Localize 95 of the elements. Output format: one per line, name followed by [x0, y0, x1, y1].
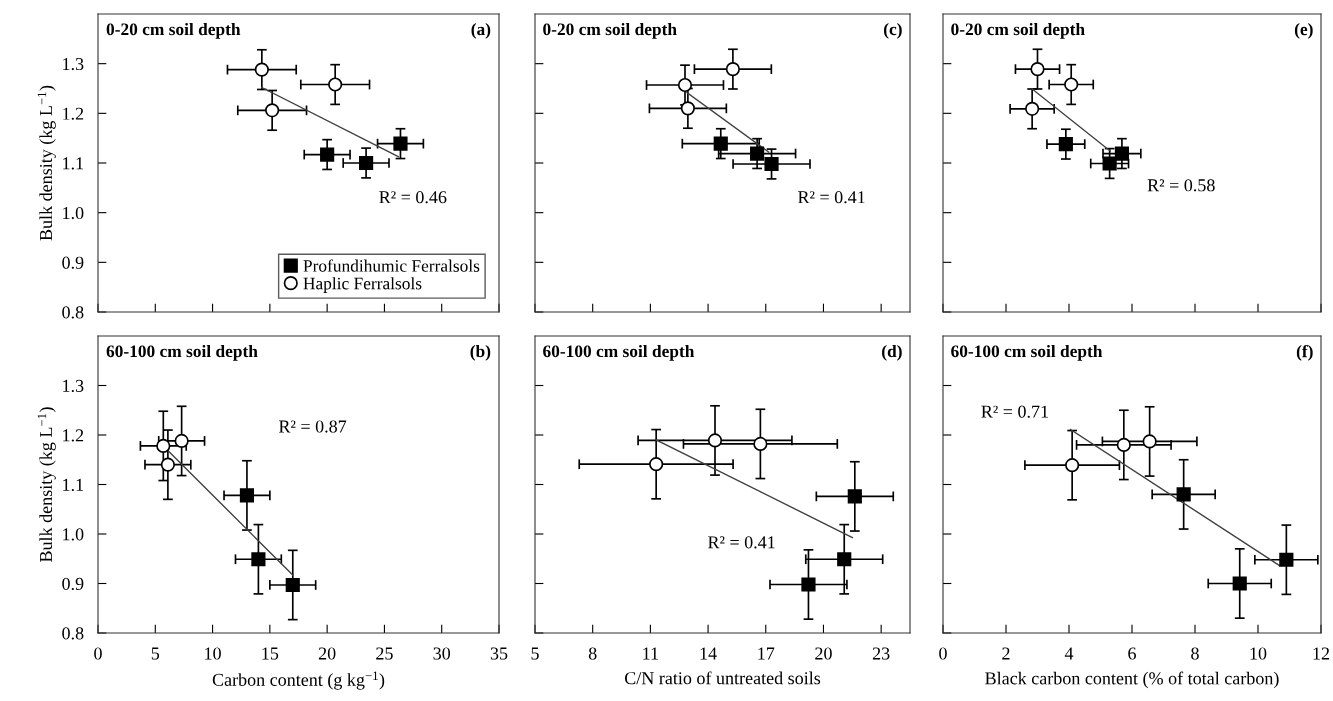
point: [156, 438, 171, 453]
annotation: (f): [1296, 344, 1313, 361]
y-tick-label: 1.2: [63, 107, 84, 120]
annotation: (d): [882, 344, 902, 361]
point: [713, 136, 728, 151]
point: [1065, 458, 1080, 473]
x-tick-label: 35: [490, 647, 508, 660]
x-tick-label: 20: [318, 647, 336, 660]
y-tick-label: 0.9: [62, 577, 84, 591]
point: [1030, 62, 1045, 77]
x-axis-title: Black carbon content (% of total carbon): [985, 671, 1279, 689]
point: [1058, 137, 1073, 152]
point: [251, 552, 266, 567]
x-tick-label: 10: [1250, 647, 1267, 660]
x-tick-label: 23: [872, 647, 890, 660]
x-tick-label: 5: [531, 647, 539, 660]
point: [1114, 146, 1130, 161]
y-axis-title: Bulk density (kg L$^{−1}$): [37, 407, 56, 562]
y-tick-label: 0.9: [62, 256, 84, 269]
point: [801, 577, 816, 592]
point: [265, 103, 280, 118]
point: [725, 62, 740, 77]
chart-title: 0-20 cm soil depth: [106, 22, 241, 39]
point: [1116, 437, 1131, 452]
x-tick-label: 8: [1191, 647, 1199, 660]
x-tick-label: 10: [205, 647, 221, 660]
y-axis-title: Bulk density (kg L$^{−1}$): [37, 85, 56, 241]
annotation: (a): [471, 22, 491, 39]
annotation: R² = 0.41: [798, 191, 865, 204]
point: [753, 436, 768, 451]
y-tick-label: 1.1: [63, 157, 84, 170]
x-tick-label: 15: [262, 647, 279, 660]
point: [1102, 156, 1117, 171]
chart-title: 60-100 cm soil depth: [951, 344, 1103, 361]
x-tick-label: 30: [433, 647, 451, 660]
x-axis-title: Carbon content (g kg$^{−1}$): [212, 671, 385, 690]
x-tick-label: 14: [700, 647, 717, 660]
annotation: R² = 0.71: [981, 405, 1048, 418]
x-tick-label: 20: [815, 647, 832, 660]
legend-label: Haplic Ferralsols: [303, 277, 422, 293]
point: [750, 146, 765, 161]
annotation: (c): [883, 22, 902, 39]
point: [1176, 487, 1191, 502]
point: [320, 147, 335, 162]
point: [680, 101, 695, 116]
x-tick-label: 0: [94, 647, 102, 660]
y-tick-label: 1.2: [63, 429, 84, 442]
x-tick-label: 12: [1313, 647, 1330, 660]
annotation: R² = 0.41: [708, 536, 775, 549]
annotation: R² = 0.58: [1147, 179, 1215, 192]
y-tick-label: 1.1: [63, 478, 84, 492]
y-tick-label: 0.8: [62, 306, 84, 319]
y-tick-label: 1.0: [63, 528, 84, 541]
point: [649, 457, 664, 472]
point: [254, 62, 269, 77]
point: [1279, 552, 1294, 567]
point: [239, 488, 255, 503]
annotation: R² = 0.87: [278, 420, 347, 433]
x-tick-label: 4: [1064, 647, 1074, 660]
point: [285, 577, 300, 593]
annotation: (e): [1294, 22, 1313, 39]
point: [359, 155, 374, 171]
point: [837, 552, 852, 567]
chart-title: 0-20 cm soil depth: [951, 22, 1085, 39]
point: [328, 77, 343, 92]
x-axis-title: C/N ratio of untreated soils: [624, 671, 821, 685]
x-tick-label: 25: [376, 647, 393, 660]
annotation: R² = 0.46: [379, 191, 447, 204]
point: [1142, 434, 1157, 449]
y-tick-label: 1.3: [63, 379, 84, 393]
x-tick-label: 8: [588, 647, 597, 660]
chart-title: 60-100 cm soil depth: [543, 344, 695, 361]
point: [847, 489, 862, 504]
point: [677, 77, 693, 93]
x-tick-label: 2: [1002, 647, 1010, 660]
chart-title: 60-100 cm soil depth: [106, 344, 258, 361]
point: [393, 136, 408, 151]
y-tick-label: 1.3: [63, 57, 84, 71]
point: [174, 433, 189, 449]
y-tick-label: 1.0: [63, 206, 84, 220]
point: [1025, 101, 1040, 116]
point: [1232, 576, 1247, 591]
x-tick-label: 6: [1128, 647, 1136, 660]
point: [160, 457, 175, 472]
x-tick-label: 17: [758, 647, 775, 660]
x-tick-label: 5: [151, 647, 160, 660]
x-tick-label: 11: [643, 647, 658, 660]
chart-title: 0-20 cm soil depth: [543, 22, 677, 39]
point: [707, 433, 723, 448]
annotation: (b): [470, 344, 491, 361]
point: [764, 156, 779, 172]
point: [1064, 77, 1079, 92]
y-tick-label: 0.8: [62, 627, 84, 640]
legend-label: Profundihumic Ferralsols: [303, 259, 480, 272]
x-tick-label: 0: [939, 647, 947, 660]
